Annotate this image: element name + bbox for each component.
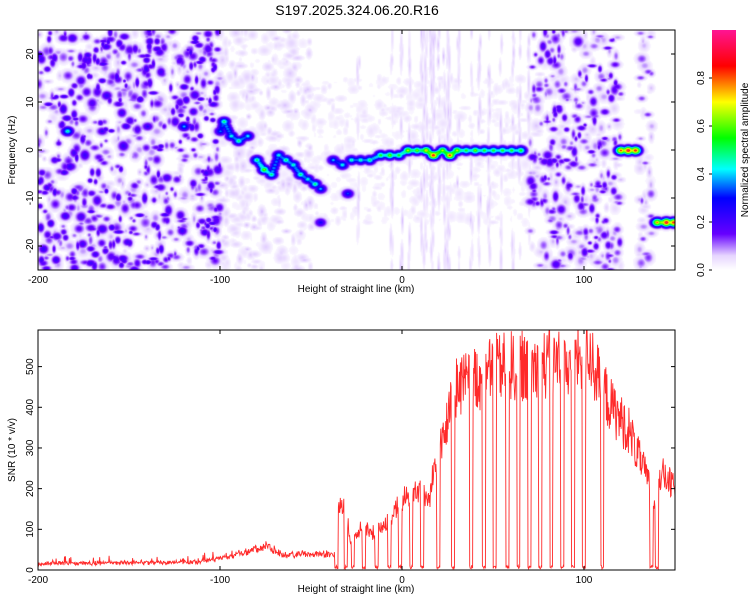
snr-y-tick-label: 500 [25, 358, 36, 375]
snr-y-tick-label: 400 [25, 399, 36, 416]
colorbar-tick-label: 0.4 [696, 167, 707, 181]
spectrogram-y-tick-label: 20 [25, 48, 36, 60]
snr-x-tick-label: -200 [28, 575, 48, 586]
colorbar-tick-label: 0.0 [696, 263, 707, 277]
snr-x-ticks: -200 -100 0 100 [28, 330, 593, 586]
snr-y-ticks: 0 100 200 300 400 500 [25, 358, 675, 573]
snr-x-tick-label: -100 [210, 575, 230, 586]
snr-frame [37, 329, 676, 571]
spectrogram-heatmap [38, 30, 675, 270]
colorbar: 0.0 0.2 0.4 0.6 0.8 Normalized spectral ampl… [696, 30, 750, 277]
snr-y-tick-label: 200 [25, 480, 36, 497]
spectrogram-x-tick-label: 0 [399, 275, 405, 286]
snr-panel: -200 -100 0 100 0 100 200 300 400 500 Height of … [7, 329, 676, 595]
spectrogram-x-tick-label: -100 [210, 275, 230, 286]
colorbar-tick-label: 0.8 [696, 71, 707, 85]
snr-y-tick-label: 100 [25, 521, 36, 538]
colorbar-tick-label: 0.2 [696, 215, 707, 229]
spectrogram-x-ticks: -200 -100 0 100 [28, 30, 593, 286]
colorbar-gradient [712, 30, 736, 270]
figure-title: S197.2025.324.06.20.R16 [275, 2, 439, 18]
snr-y-tick-label: 0 [25, 567, 36, 573]
spectrogram-y-tick-label: 10 [25, 96, 36, 108]
snr-x-tick-label: 0 [399, 575, 405, 586]
spectrogram-x-tick-label: 100 [576, 275, 593, 286]
spectrogram-y-ticks: -20 -10 0 10 20 [25, 48, 675, 253]
snr-x-label: Height of straight line (km) [298, 584, 415, 595]
spectrogram-y-label: Frequency (Hz) [7, 116, 18, 185]
colorbar-ticks: 0.0 0.2 0.4 0.6 0.8 [696, 71, 712, 277]
spectrogram-x-label: Height of straight line (km) [298, 284, 415, 295]
snr-x-tick-label: 100 [576, 575, 593, 586]
spectrogram-y-tick-label: 0 [25, 147, 36, 153]
spectrogram-x-tick-label: -200 [28, 275, 48, 286]
spectrogram-y-tick-label: -20 [25, 238, 36, 253]
spectrogram-y-tick-label: -10 [25, 190, 36, 205]
snr-series-line [38, 330, 675, 570]
colorbar-label: Normalized spectral amplitude [740, 82, 750, 217]
snr-y-tick-label: 300 [25, 439, 36, 456]
snr-y-label: SNR (10 * v/v) [7, 418, 18, 482]
colorbar-tick-label: 0.6 [696, 119, 707, 133]
